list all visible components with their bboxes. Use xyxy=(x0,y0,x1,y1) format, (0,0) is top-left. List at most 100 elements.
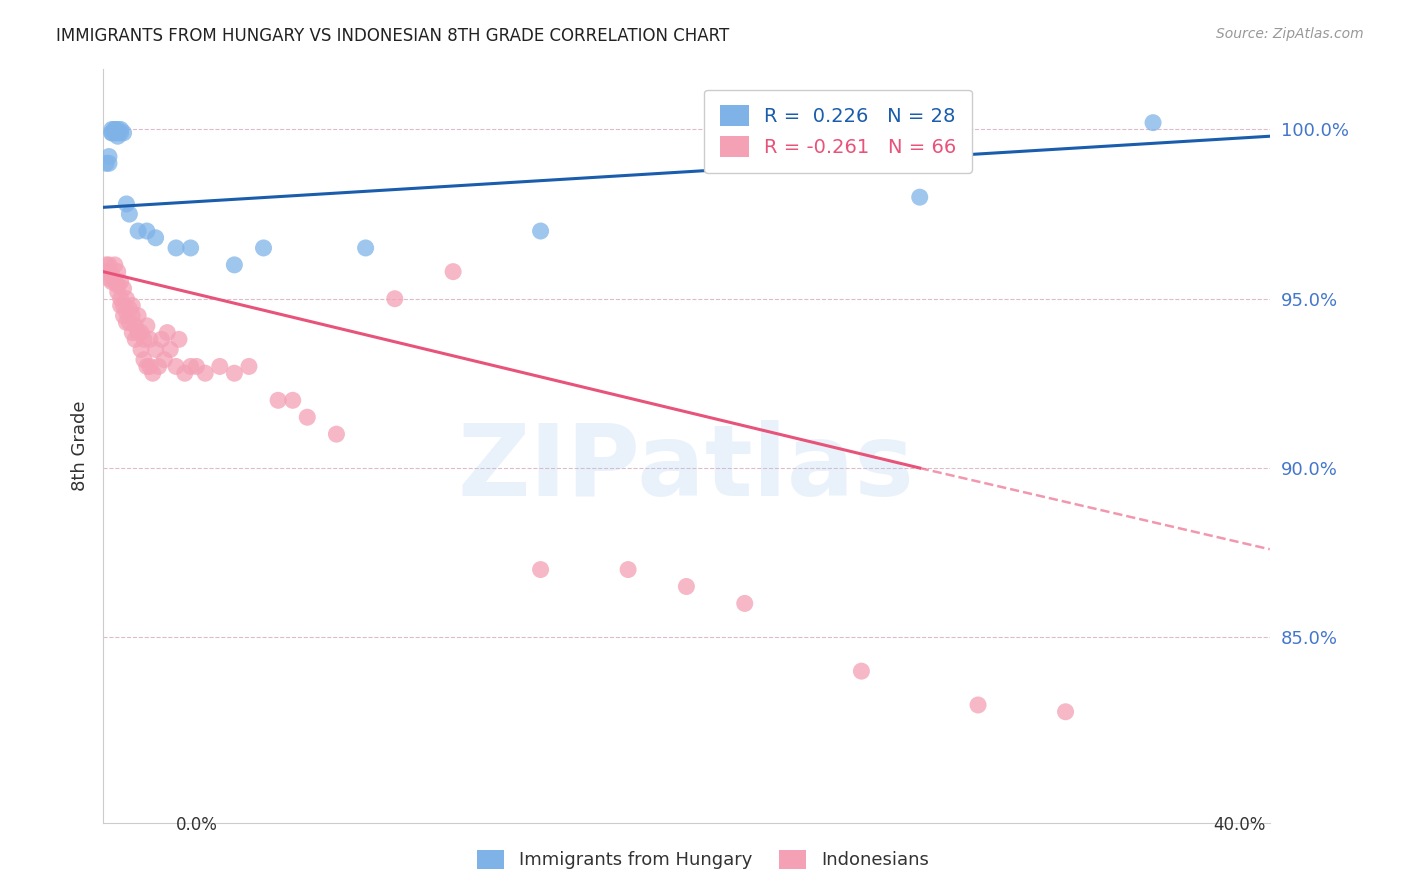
Point xyxy=(135,318,157,333)
Point xyxy=(97,271,120,285)
Point xyxy=(129,326,152,340)
Point xyxy=(112,282,135,296)
Point xyxy=(1054,705,1077,719)
Point xyxy=(165,359,187,374)
Point xyxy=(112,309,135,323)
Point xyxy=(173,366,195,380)
Point xyxy=(94,265,117,279)
Point xyxy=(107,126,129,140)
Text: Source: ZipAtlas.com: Source: ZipAtlas.com xyxy=(1216,27,1364,41)
Point xyxy=(148,359,170,374)
Point xyxy=(159,343,181,357)
Point xyxy=(384,292,406,306)
Point xyxy=(104,122,127,136)
Point xyxy=(97,149,120,163)
Point xyxy=(132,332,155,346)
Point xyxy=(127,224,149,238)
Point xyxy=(110,275,132,289)
Point xyxy=(112,126,135,140)
Point xyxy=(112,298,135,312)
Point xyxy=(101,126,124,140)
Point xyxy=(107,285,129,299)
Point xyxy=(107,129,129,144)
Point xyxy=(110,122,132,136)
Point xyxy=(180,241,202,255)
Point xyxy=(115,305,138,319)
Point xyxy=(104,122,127,136)
Point xyxy=(734,596,756,610)
Point xyxy=(94,258,117,272)
Point xyxy=(101,122,124,136)
Point xyxy=(132,352,155,367)
Point xyxy=(180,359,202,374)
Point xyxy=(186,359,208,374)
Point xyxy=(150,332,173,346)
Point xyxy=(107,265,129,279)
Point xyxy=(281,393,304,408)
Point xyxy=(110,126,132,140)
Point xyxy=(325,427,347,442)
Point xyxy=(908,190,931,204)
Point xyxy=(94,156,117,170)
Point xyxy=(124,318,146,333)
Text: 40.0%: 40.0% xyxy=(1213,816,1265,834)
Point xyxy=(139,359,162,374)
Point xyxy=(121,326,143,340)
Point xyxy=(121,298,143,312)
Point xyxy=(107,122,129,136)
Point xyxy=(110,292,132,306)
Point xyxy=(118,207,141,221)
Point xyxy=(97,258,120,272)
Point xyxy=(145,231,167,245)
Point xyxy=(224,258,246,272)
Point xyxy=(118,301,141,316)
Point xyxy=(104,126,127,140)
Point xyxy=(967,698,990,712)
Text: IMMIGRANTS FROM HUNGARY VS INDONESIAN 8TH GRADE CORRELATION CHART: IMMIGRANTS FROM HUNGARY VS INDONESIAN 8T… xyxy=(56,27,730,45)
Point xyxy=(252,241,274,255)
Text: ZIPatlas: ZIPatlas xyxy=(458,420,915,517)
Legend: Immigrants from Hungary, Indonesians: Immigrants from Hungary, Indonesians xyxy=(468,840,938,879)
Point xyxy=(115,292,138,306)
Point xyxy=(167,332,190,346)
Point xyxy=(153,352,176,367)
Point xyxy=(101,126,124,140)
Point xyxy=(107,278,129,293)
Point xyxy=(129,343,152,357)
Point xyxy=(121,309,143,323)
Point xyxy=(238,359,260,374)
Point xyxy=(224,366,246,380)
Point xyxy=(124,332,146,346)
Point xyxy=(139,332,162,346)
Point xyxy=(104,275,127,289)
Point xyxy=(208,359,231,374)
Y-axis label: 8th Grade: 8th Grade xyxy=(72,401,89,491)
Point xyxy=(145,343,167,357)
Point xyxy=(165,241,187,255)
Point xyxy=(267,393,290,408)
Point xyxy=(115,197,138,211)
Point xyxy=(675,580,697,594)
Point xyxy=(156,326,179,340)
Text: 0.0%: 0.0% xyxy=(176,816,218,834)
Point xyxy=(617,563,640,577)
Point xyxy=(135,224,157,238)
Point xyxy=(97,156,120,170)
Point xyxy=(142,366,165,380)
Point xyxy=(354,241,377,255)
Point xyxy=(297,410,319,425)
Point xyxy=(115,315,138,329)
Point xyxy=(441,265,464,279)
Point xyxy=(851,664,873,678)
Point xyxy=(127,326,149,340)
Point xyxy=(135,359,157,374)
Point xyxy=(101,268,124,282)
Point xyxy=(529,224,551,238)
Point xyxy=(127,309,149,323)
Point xyxy=(118,315,141,329)
Point xyxy=(101,275,124,289)
Point xyxy=(1142,116,1164,130)
Point xyxy=(194,366,217,380)
Point xyxy=(110,298,132,312)
Point xyxy=(529,563,551,577)
